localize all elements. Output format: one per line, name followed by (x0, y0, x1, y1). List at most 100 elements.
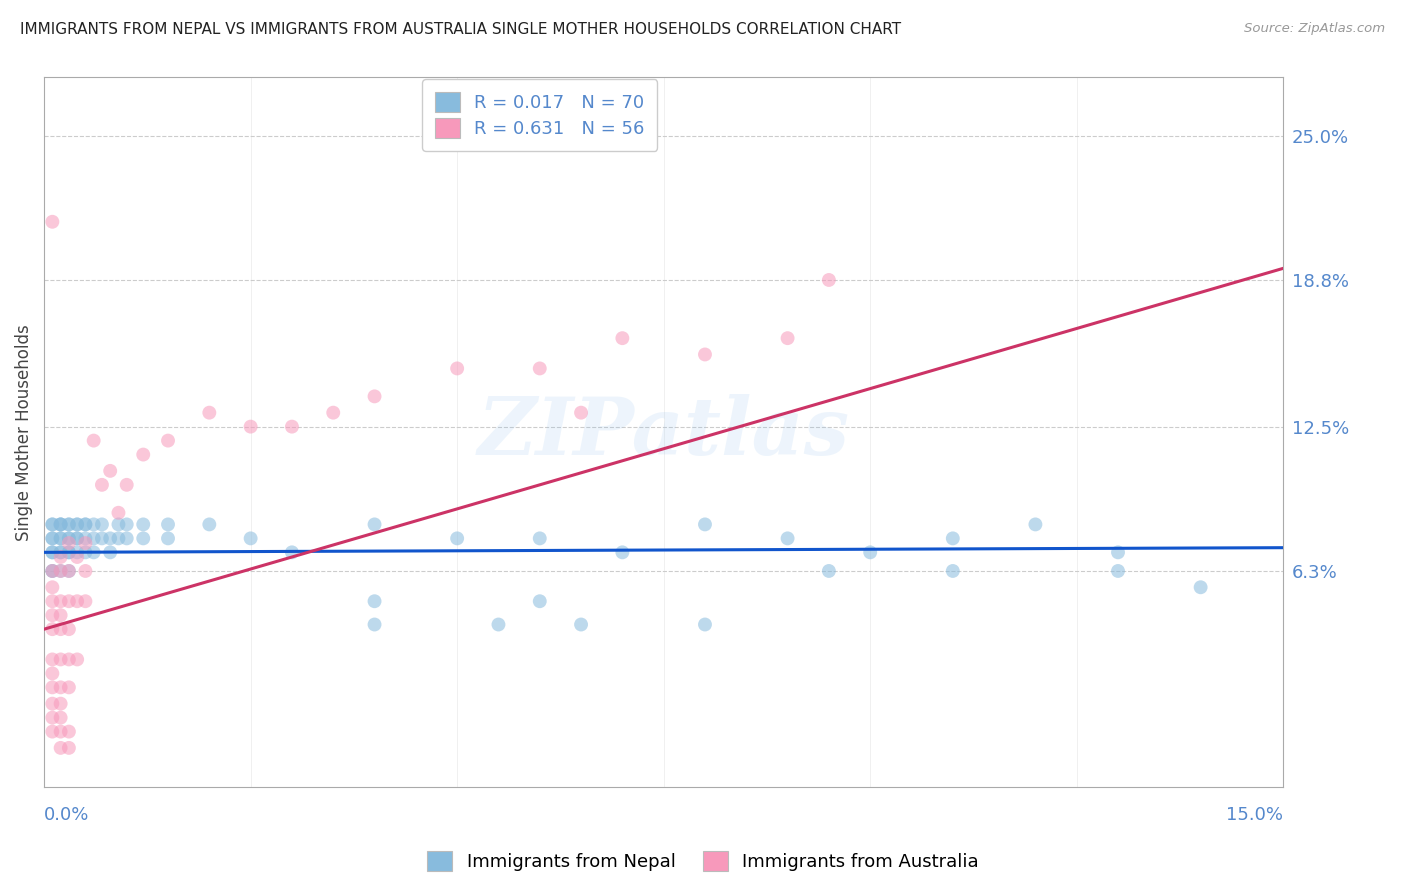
Point (58, 622, 80, 636)
Point (66, 545, 89, 559)
Point (91, 517, 114, 532)
Point (41, 532, 63, 546)
Point (49, 608, 72, 623)
Point (363, 594, 385, 608)
Point (693, 517, 716, 532)
Point (66, 517, 89, 532)
Point (58, 517, 80, 532)
Point (693, 617, 716, 632)
Point (58, 532, 80, 546)
Point (363, 517, 385, 532)
Point (49, 697, 72, 711)
Point (41, 545, 63, 559)
Point (75, 517, 97, 532)
Point (75, 545, 97, 559)
Point (239, 532, 262, 546)
Point (41, 652, 63, 666)
Point (49, 545, 72, 559)
Point (569, 406, 592, 420)
Point (66, 532, 89, 546)
Point (41, 517, 63, 532)
Point (132, 517, 155, 532)
Point (58, 740, 80, 755)
Point (98, 532, 121, 546)
Point (91, 478, 114, 492)
Point (322, 406, 344, 420)
Point (281, 545, 304, 559)
Point (157, 532, 180, 546)
Point (58, 724, 80, 739)
Point (75, 594, 97, 608)
Point (41, 608, 63, 623)
Point (107, 517, 129, 532)
Point (49, 622, 72, 636)
Point (1107, 545, 1129, 559)
Point (49, 711, 72, 725)
Point (66, 532, 89, 546)
Point (281, 419, 304, 434)
Point (41, 215, 63, 229)
Point (942, 564, 965, 578)
Legend: Immigrants from Nepal, Immigrants from Australia: Immigrants from Nepal, Immigrants from A… (420, 844, 986, 879)
Point (529, 532, 551, 546)
Point (446, 532, 468, 546)
Point (41, 594, 63, 608)
Point (132, 532, 155, 546)
Point (66, 594, 89, 608)
Point (776, 532, 799, 546)
Point (98, 545, 121, 559)
Point (239, 419, 262, 434)
Point (41, 681, 63, 695)
Point (58, 681, 80, 695)
Point (49, 564, 72, 578)
Point (58, 517, 80, 532)
Point (49, 740, 72, 755)
Point (693, 347, 716, 361)
Point (115, 478, 138, 492)
Point (83, 517, 105, 532)
Point (107, 532, 129, 546)
Point (91, 532, 114, 546)
Point (58, 564, 80, 578)
Point (58, 564, 80, 578)
Point (41, 532, 63, 546)
Point (75, 536, 97, 550)
Point (83, 545, 105, 559)
Point (1107, 564, 1129, 578)
Point (529, 361, 551, 376)
Point (49, 517, 72, 532)
Point (49, 724, 72, 739)
Point (49, 532, 72, 546)
Point (49, 681, 72, 695)
Point (198, 517, 221, 532)
Text: Source: ZipAtlas.com: Source: ZipAtlas.com (1244, 22, 1385, 36)
Point (107, 506, 129, 520)
Point (58, 652, 80, 666)
Point (75, 564, 97, 578)
Point (49, 549, 72, 564)
Point (41, 545, 63, 559)
Point (83, 532, 105, 546)
Point (115, 532, 138, 546)
Point (1024, 517, 1046, 532)
Point (157, 517, 180, 532)
Point (157, 434, 180, 448)
Point (612, 331, 634, 345)
Text: IMMIGRANTS FROM NEPAL VS IMMIGRANTS FROM AUSTRALIA SINGLE MOTHER HOUSEHOLDS CORR: IMMIGRANTS FROM NEPAL VS IMMIGRANTS FROM… (20, 22, 901, 37)
Point (98, 464, 121, 478)
Point (612, 545, 634, 559)
Point (41, 666, 63, 681)
Point (818, 273, 841, 287)
Point (41, 517, 63, 532)
Point (49, 545, 72, 559)
Point (859, 545, 882, 559)
Point (942, 532, 965, 546)
Point (1189, 580, 1212, 594)
Point (41, 564, 63, 578)
Point (776, 331, 799, 345)
Point (49, 564, 72, 578)
Point (41, 622, 63, 636)
Point (41, 697, 63, 711)
Point (446, 361, 468, 376)
Point (41, 580, 63, 594)
